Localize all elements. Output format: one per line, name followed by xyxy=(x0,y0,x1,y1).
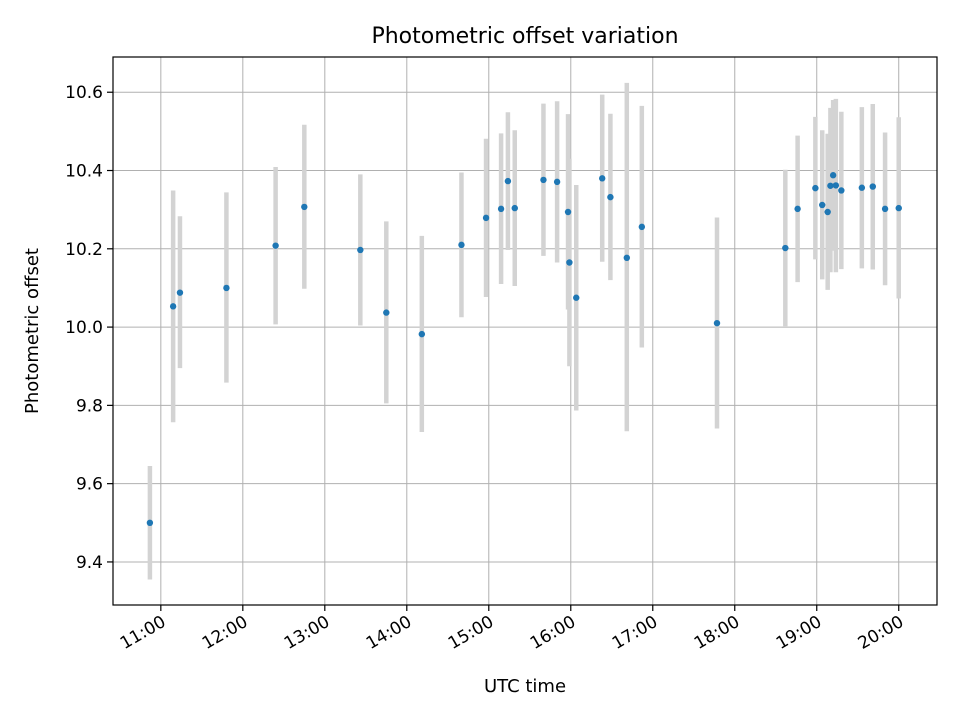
data-point xyxy=(146,519,154,526)
data-point xyxy=(832,182,840,189)
plot-frame xyxy=(112,56,938,606)
data-point xyxy=(599,175,606,182)
data-point xyxy=(782,244,789,252)
data-point xyxy=(623,254,631,262)
data-point xyxy=(713,319,721,327)
data-point xyxy=(511,204,518,212)
y-tick-label: 10.4 xyxy=(65,162,103,182)
data-point xyxy=(895,204,902,212)
data-point xyxy=(812,184,819,192)
data-points xyxy=(146,172,902,526)
data-point xyxy=(819,201,826,209)
y-tick-label: 10.0 xyxy=(65,318,103,338)
data-point xyxy=(272,242,279,249)
data-point xyxy=(169,303,177,310)
data-point xyxy=(540,176,547,184)
y-axis: 9.4 9.6 9.8 10.0 10.2 10.4 10.6 xyxy=(65,83,113,573)
data-point xyxy=(838,187,845,194)
data-point xyxy=(869,183,876,190)
data-point xyxy=(383,309,390,316)
y-tick-label: 9.6 xyxy=(76,475,103,495)
data-point xyxy=(418,330,426,338)
data-point xyxy=(301,203,308,211)
data-point xyxy=(176,289,184,296)
data-point xyxy=(497,205,505,213)
data-point xyxy=(553,178,561,186)
data-point xyxy=(566,259,573,266)
data-point xyxy=(824,208,831,216)
y-tick-label: 9.4 xyxy=(76,553,103,573)
data-point xyxy=(504,177,512,185)
data-point xyxy=(794,205,801,213)
data-point xyxy=(223,284,230,292)
data-point xyxy=(827,182,834,189)
data-point xyxy=(607,193,614,201)
chart-title: Photometric offset variation xyxy=(371,24,678,49)
data-point xyxy=(482,214,490,222)
data-point xyxy=(858,184,866,191)
data-point xyxy=(458,241,465,249)
y-tick-label: 10.2 xyxy=(65,240,103,260)
data-point xyxy=(881,205,889,213)
data-point xyxy=(829,172,837,179)
data-point xyxy=(638,223,646,231)
data-point xyxy=(573,294,580,301)
y-tick-label: 10.6 xyxy=(65,83,103,103)
data-point xyxy=(564,208,572,216)
y-tick-label: 9.8 xyxy=(76,396,103,416)
y-axis-label: Photometric offset xyxy=(22,248,43,414)
data-point xyxy=(357,246,364,254)
x-axis-label: UTC time xyxy=(484,676,566,697)
